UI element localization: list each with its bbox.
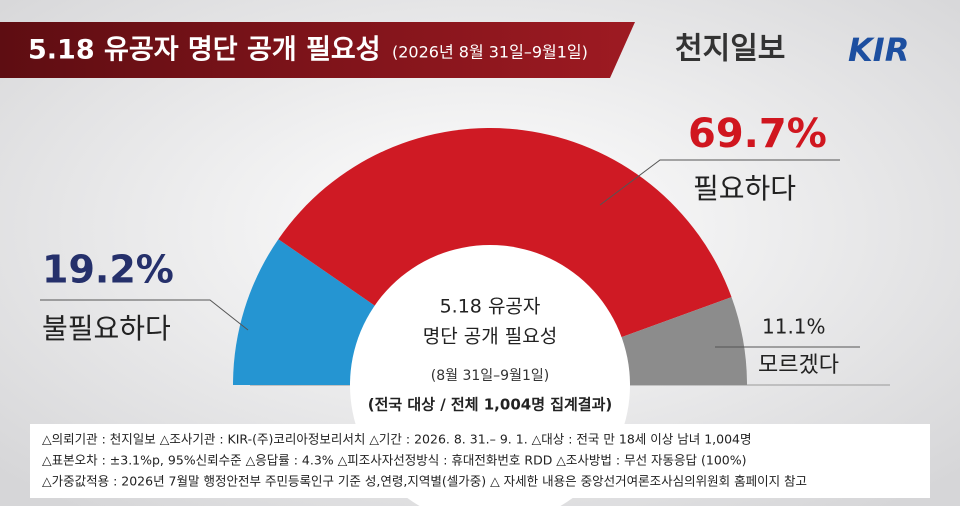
leader-line [40, 299, 249, 331]
chart-title: 5.18 유공자 명단 공개 필요성 [28, 35, 381, 66]
notes-box [30, 424, 930, 498]
title-banner [0, 22, 635, 78]
brand-name: 천지일보 [675, 32, 785, 67]
footnote: (전국 대상 / 전체 1,004명 집계결과) [368, 396, 613, 414]
center-date: (8월 31일–9월1일) [431, 368, 549, 384]
category-label: 불필요하다 [42, 312, 171, 345]
note: △의뢰기관 : 천지일보 △조사기관 : KIR-(주)코리아정보리서치 △기간… [42, 432, 751, 447]
note: △가중값적용 : 2026년 7월말 행정안전부 주민등록인구 기준 성,연령,… [42, 474, 807, 489]
chart-subtitle: (2026년 8월 31일–9월1일) [392, 43, 588, 62]
leader-line [599, 159, 840, 206]
category-label: 모르겠다 [758, 353, 839, 378]
brand-logo: KIR [848, 31, 909, 69]
value-label: 69.7% [688, 111, 827, 157]
center-title: 명단 공개 필요성 [423, 326, 557, 348]
value-label: 11.1% [762, 315, 826, 339]
note: △표본오차 : ±3.1%p, 95%신뢰수준 △응답률 : 4.3% △피조사… [42, 453, 747, 468]
center-title: 5.18 유공자 [440, 296, 541, 318]
category-label: 필요하다 [693, 172, 796, 205]
value-label: 19.2% [42, 248, 174, 292]
